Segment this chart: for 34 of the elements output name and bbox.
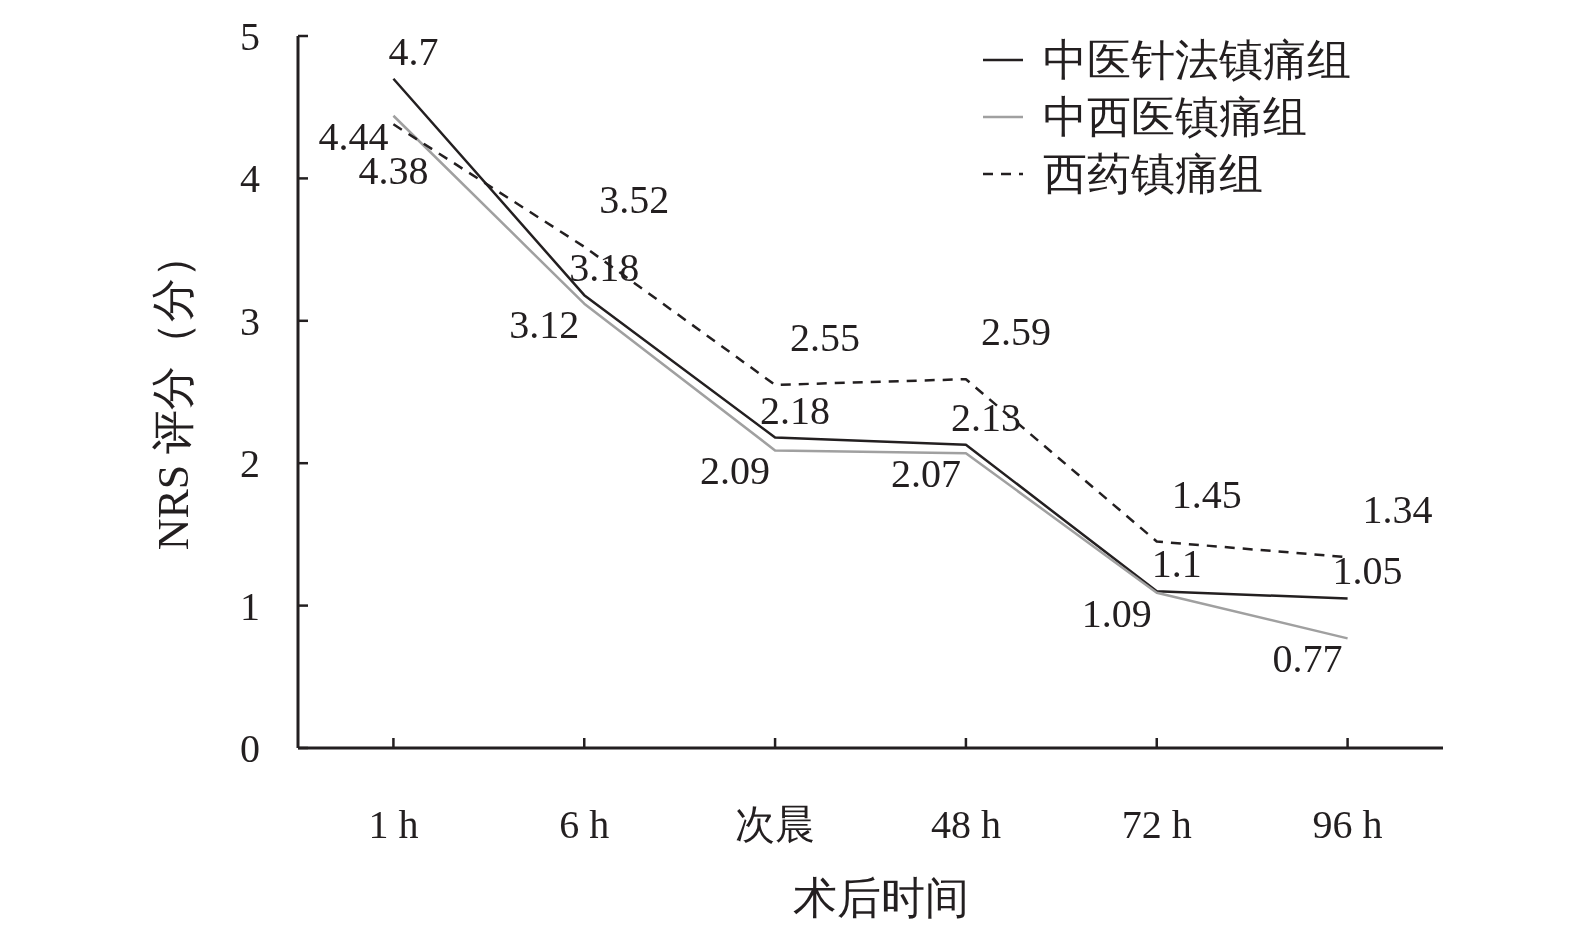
data-label: 1.34 <box>1362 487 1433 533</box>
data-label: 0.77 <box>1272 636 1343 682</box>
y-tick-label: 4 <box>240 156 260 202</box>
x-tick-label: 48 h <box>930 802 1001 847</box>
data-label: 3.52 <box>599 176 670 222</box>
x-tick-label: 6 h <box>559 802 610 847</box>
y-tick-label: 2 <box>240 441 260 487</box>
x-tick-label: 72 h <box>1121 802 1192 847</box>
data-label: 1.09 <box>1081 590 1152 636</box>
data-label: 2.09 <box>700 448 771 494</box>
legend-label: 中医针法镇痛组 <box>1043 36 1351 86</box>
y-tick-label: 0 <box>240 726 260 771</box>
data-label: 4.44 <box>318 113 389 159</box>
x-tick-label: 1 h <box>368 802 419 847</box>
data-label: 2.59 <box>980 309 1051 355</box>
data-label: 3.18 <box>569 245 640 291</box>
data-label: 2.55 <box>790 314 861 360</box>
data-label: 1.45 <box>1171 471 1242 517</box>
y-tick-label: 3 <box>240 298 260 344</box>
y-axis-title: NRS 评分（分） <box>149 233 198 551</box>
x-axis-title: 术后时间 <box>792 874 969 923</box>
x-tick-label: 次晨 <box>735 802 816 847</box>
x-tick-label: 96 h <box>1312 802 1383 847</box>
data-label: 1.05 <box>1332 548 1403 594</box>
data-label: 2.07 <box>890 451 961 497</box>
data-label: 4.7 <box>388 28 439 74</box>
data-label: 1.1 <box>1151 541 1202 587</box>
legend-label: 西药镇痛组 <box>1043 150 1263 200</box>
data-label: 3.12 <box>509 301 580 347</box>
legend-label: 中西医镇痛组 <box>1043 93 1307 143</box>
data-label: 2.18 <box>760 387 831 433</box>
y-tick-label: 1 <box>240 583 260 629</box>
data-label: 2.13 <box>950 394 1021 440</box>
y-tick-label: 5 <box>240 14 260 59</box>
